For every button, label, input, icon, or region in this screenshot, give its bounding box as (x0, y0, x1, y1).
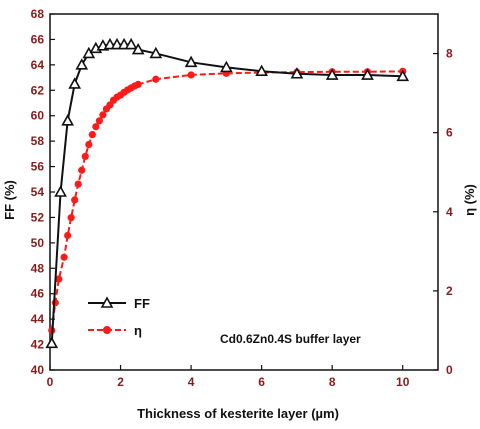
legend-eta-marker (103, 326, 111, 334)
series-ff-point (361, 68, 374, 80)
series-eta-point (134, 80, 142, 89)
x-axis-title: Thickness of kesterite layer (µm) (137, 406, 339, 421)
legend-eta-label: η (134, 323, 142, 338)
series-eta-point (67, 214, 75, 222)
y-left-tick-label: 64 (31, 58, 45, 72)
y-right-tick-label: 2 (446, 284, 453, 298)
x-tick-label: 2 (117, 375, 124, 389)
series-eta-point (95, 117, 103, 125)
y-left-tick-label: 54 (31, 185, 45, 199)
series-eta-point (64, 231, 72, 240)
series-ff-line (50, 43, 403, 344)
x-tick-label: 10 (396, 375, 410, 389)
series-eta-point (152, 75, 160, 83)
y-right-tick-label: 6 (446, 126, 453, 140)
series-ff-point (131, 42, 145, 55)
y-left-tick-label: 66 (31, 32, 45, 46)
series-eta-point (187, 71, 195, 79)
series-eta-point (71, 196, 79, 204)
series-ff-point (290, 67, 304, 79)
x-tick-label: 6 (258, 375, 265, 389)
y-right-tick-label: 8 (446, 47, 453, 61)
series-ff-point (68, 77, 82, 89)
y-right-tick-label: 0 (446, 363, 453, 377)
series-ff-point (220, 60, 233, 73)
series-ff-point (184, 55, 198, 68)
x-tick-label: 8 (329, 375, 336, 389)
x-tick-label: 0 (47, 375, 54, 389)
series-eta-point (81, 152, 89, 160)
series-ff-point (325, 68, 339, 80)
y-left-tick-label: 40 (31, 363, 45, 377)
legend: FF η (88, 296, 150, 338)
y-right-tick-label: 4 (446, 205, 453, 219)
series-eta-point (85, 140, 93, 149)
series-ff-point (45, 336, 59, 349)
y-left-tick-label: 42 (31, 338, 45, 352)
series-eta-point (55, 275, 63, 283)
y-axis-right-title: η (%) (462, 184, 477, 216)
series-ff-point (61, 114, 74, 126)
series-ff-point (75, 58, 89, 70)
x-tick-label: 4 (188, 375, 195, 389)
series-eta-point (60, 253, 68, 261)
y-left-tick-label: 52 (31, 210, 45, 224)
y-left-tick-label: 60 (31, 109, 45, 123)
series-eta-point (88, 131, 96, 139)
y-left-tick-label: 50 (31, 236, 45, 250)
series-ff-point (396, 69, 410, 82)
series-ff-point (255, 64, 268, 77)
series-ff-point (124, 37, 138, 50)
series-layer (45, 37, 410, 349)
y-left-tick-label: 46 (31, 287, 45, 301)
series-eta-point (99, 111, 107, 119)
y-left-tick-label: 58 (31, 134, 45, 148)
legend-ff-label: FF (134, 296, 150, 311)
series-eta-point (74, 180, 82, 188)
legend-ff-marker (100, 296, 114, 308)
series-eta-point (78, 166, 86, 174)
y-left-tick-label: 48 (31, 261, 45, 275)
y-left-tick-label: 68 (31, 7, 45, 21)
y-left-tick-label: 44 (31, 312, 45, 326)
y-left-tick-label: 56 (31, 160, 45, 174)
series-eta-point (51, 299, 59, 307)
y-left-tick-label: 62 (31, 83, 45, 97)
plot-area (49, 13, 439, 371)
buffer-layer-annotation: Cd0.6Zn0.4S buffer layer (220, 332, 361, 346)
series-ff-point (54, 185, 67, 197)
y-axis-left-title: FF (%) (2, 180, 17, 220)
series-ff-point (149, 46, 163, 59)
series-eta-point (92, 123, 100, 131)
